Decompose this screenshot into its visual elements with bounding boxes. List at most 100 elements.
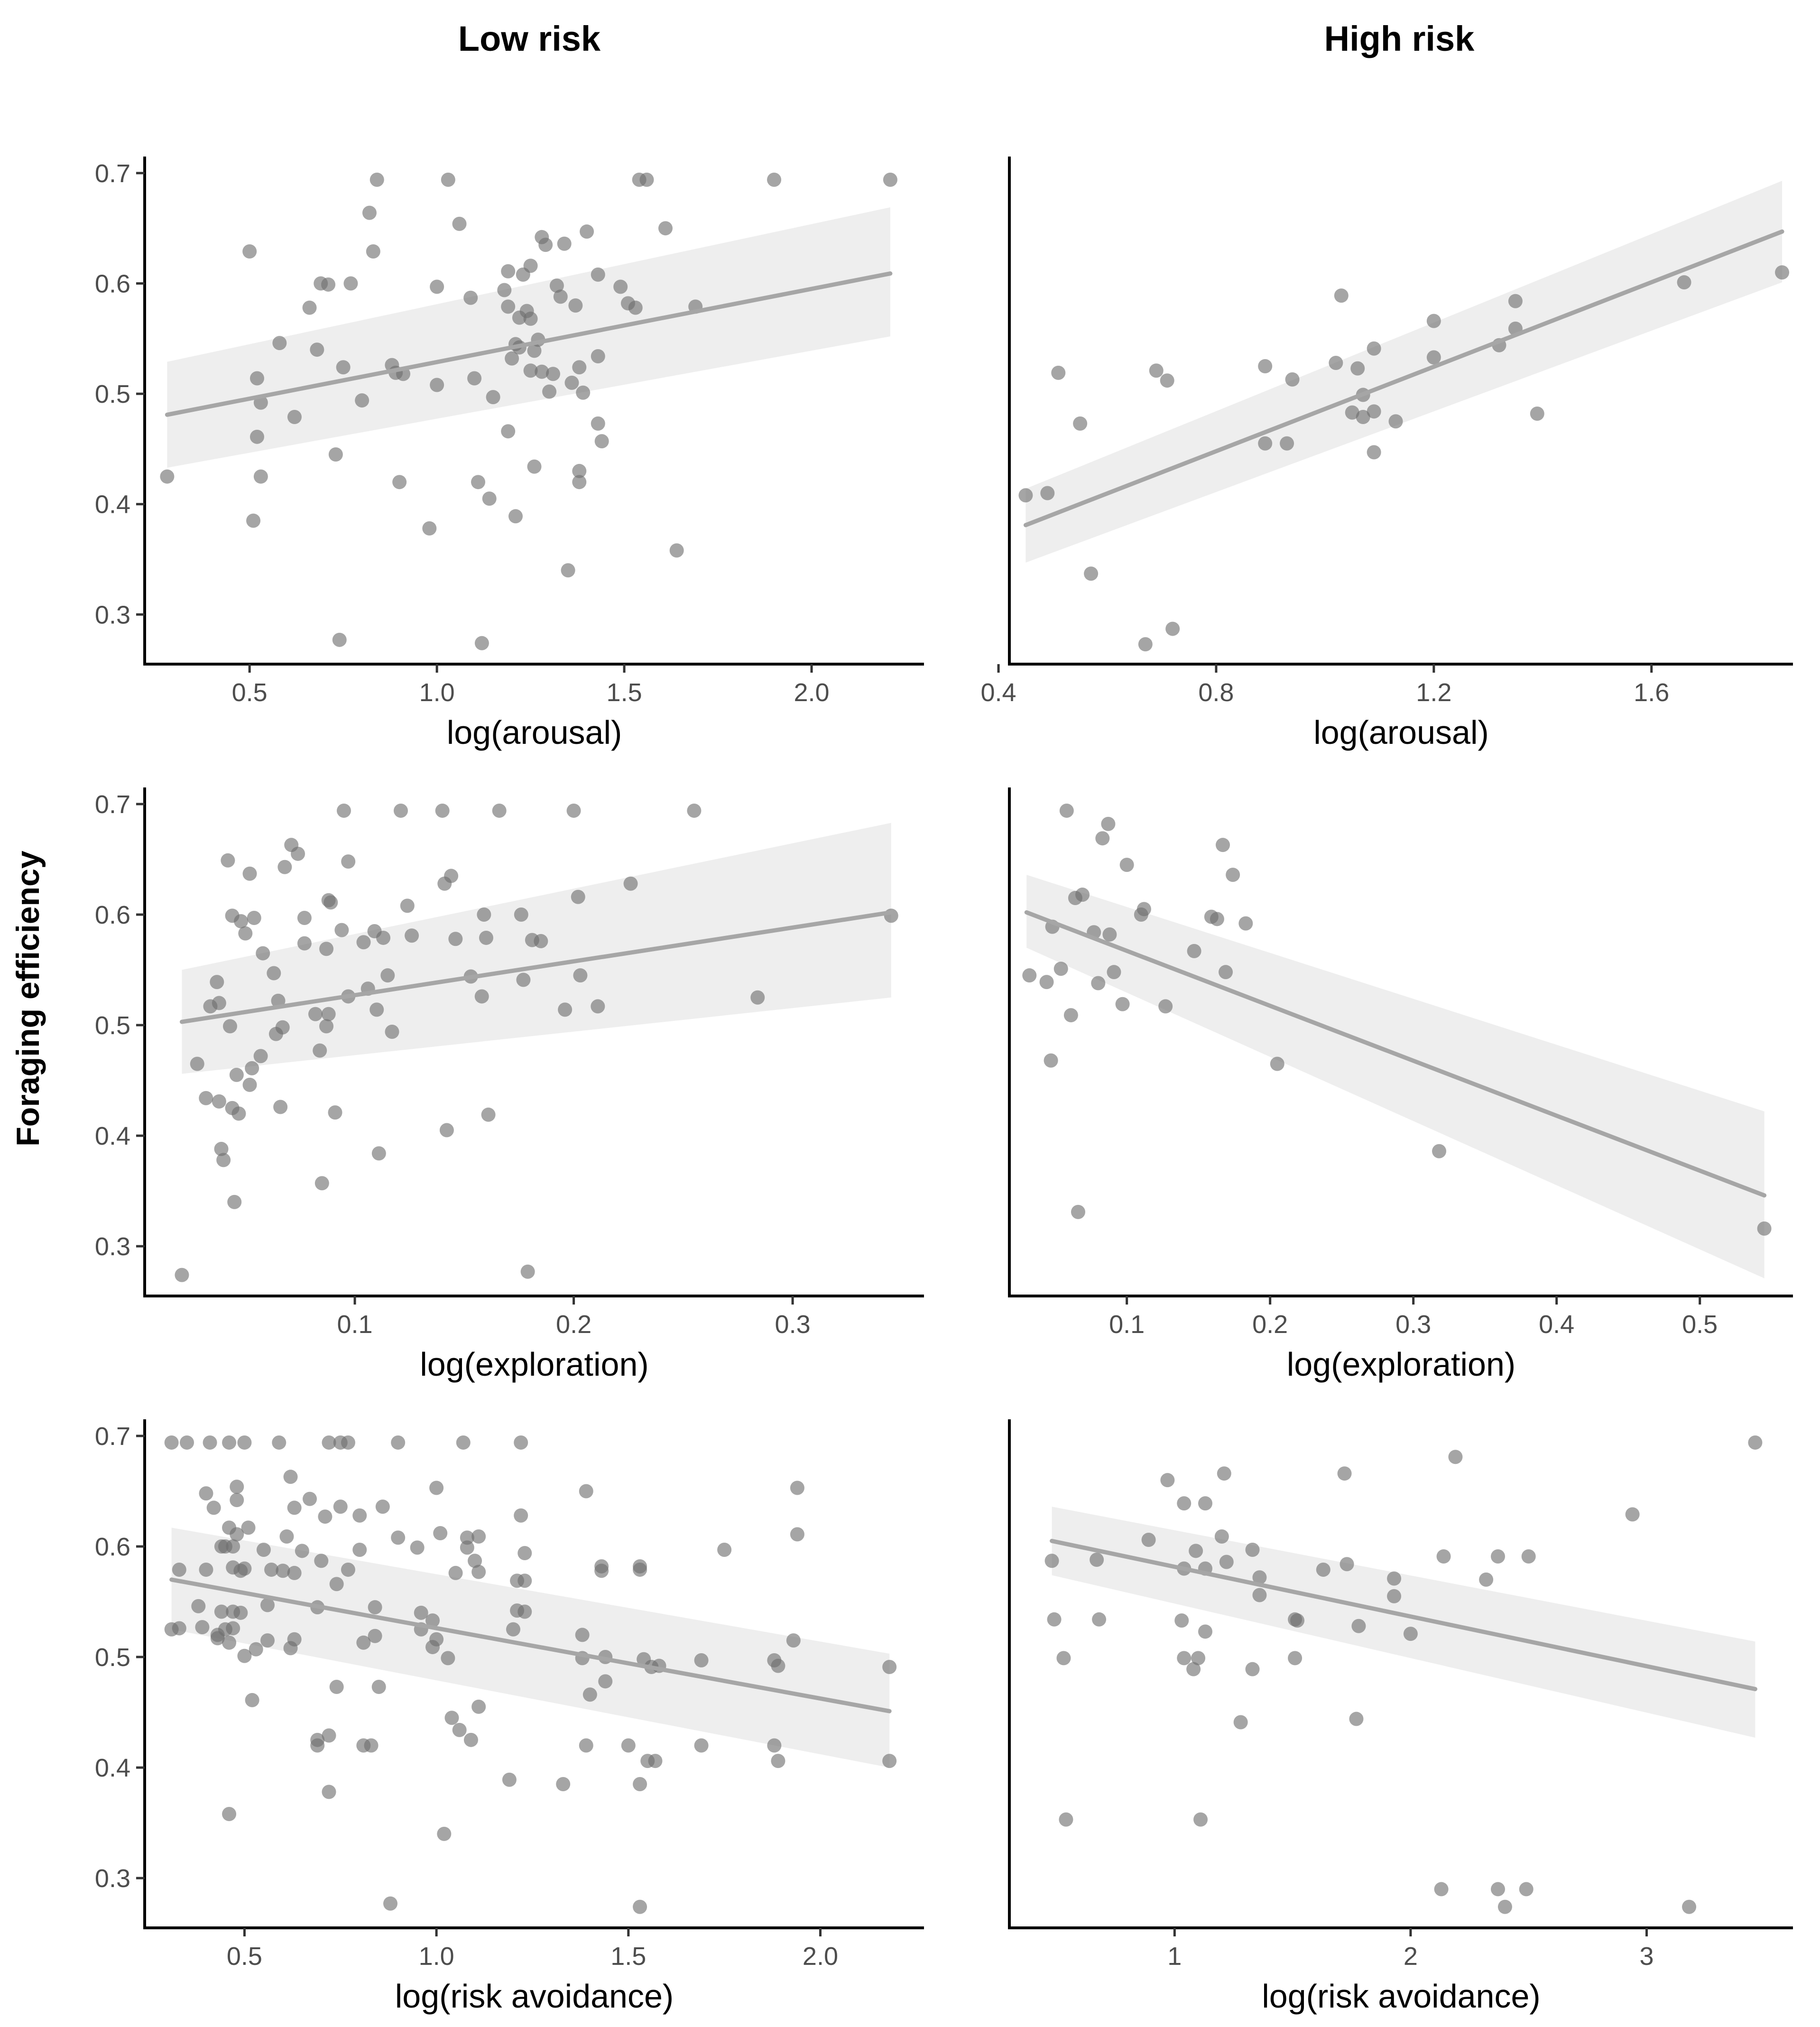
data-point bbox=[222, 1806, 237, 1821]
data-point bbox=[222, 1435, 237, 1450]
x-tick-label: 1 bbox=[1167, 1942, 1182, 1971]
data-point bbox=[882, 1754, 897, 1768]
data-point bbox=[302, 300, 317, 315]
data-point bbox=[195, 1620, 210, 1635]
y-tick-label: 0.4 bbox=[95, 1754, 130, 1782]
data-point bbox=[790, 1481, 804, 1495]
data-point bbox=[297, 910, 312, 925]
data-point bbox=[380, 968, 395, 983]
data-point bbox=[501, 424, 516, 439]
data-point bbox=[246, 513, 261, 528]
data-point bbox=[648, 1754, 663, 1768]
data-point bbox=[256, 1542, 271, 1557]
data-point bbox=[564, 375, 579, 390]
data-point bbox=[1174, 1613, 1189, 1628]
y-tick-label: 0.7 bbox=[95, 790, 130, 819]
data-point bbox=[308, 1007, 323, 1021]
data-point bbox=[1521, 1549, 1536, 1564]
data-point bbox=[287, 409, 302, 424]
confidence-band bbox=[171, 1527, 890, 1768]
data-point bbox=[591, 349, 605, 364]
x-tick-label: 0.4 bbox=[981, 678, 1016, 707]
data-point bbox=[212, 1094, 226, 1109]
data-point bbox=[1288, 1651, 1303, 1666]
data-point bbox=[576, 385, 591, 400]
data-point bbox=[1757, 1221, 1772, 1236]
data-point bbox=[1367, 404, 1381, 419]
data-point bbox=[1682, 1899, 1697, 1914]
data-point bbox=[1044, 1554, 1059, 1568]
data-point bbox=[516, 972, 531, 987]
panel-high-risk-avoidance: 1 2 3 log(risk avoidance) bbox=[1008, 1419, 1793, 2015]
data-point bbox=[639, 172, 654, 187]
data-point bbox=[362, 205, 377, 220]
data-point bbox=[199, 1562, 213, 1577]
data-point bbox=[1101, 816, 1116, 831]
data-point bbox=[1349, 1712, 1364, 1726]
data-point bbox=[366, 244, 380, 259]
data-point bbox=[572, 360, 587, 375]
data-point bbox=[370, 172, 384, 187]
data-point bbox=[1334, 288, 1349, 303]
data-point bbox=[1387, 1589, 1402, 1603]
data-point bbox=[497, 283, 512, 297]
data-point bbox=[352, 1508, 367, 1523]
y-tick-label: 0.4 bbox=[95, 1122, 130, 1150]
data-point bbox=[553, 289, 568, 304]
data-point bbox=[212, 996, 226, 1010]
data-point bbox=[297, 936, 312, 951]
y-tick-label: 0.3 bbox=[95, 601, 130, 629]
data-point bbox=[383, 1896, 397, 1911]
data-point bbox=[441, 172, 455, 187]
data-point bbox=[238, 926, 253, 941]
x-tick-label: 0.3 bbox=[775, 1310, 811, 1339]
data-point bbox=[1217, 1466, 1231, 1481]
data-point bbox=[291, 846, 305, 861]
data-point bbox=[1215, 838, 1230, 852]
data-point bbox=[234, 914, 249, 928]
data-point bbox=[790, 1527, 804, 1542]
data-point bbox=[375, 1499, 390, 1514]
data-point bbox=[1138, 637, 1153, 652]
data-point bbox=[414, 1605, 428, 1620]
data-point bbox=[514, 1435, 528, 1450]
data-point bbox=[501, 299, 516, 314]
data-point bbox=[295, 1544, 309, 1558]
data-point bbox=[1141, 1533, 1156, 1547]
data-point bbox=[322, 1785, 336, 1799]
x-tick-label: 2.0 bbox=[803, 1942, 838, 1971]
data-point bbox=[319, 1019, 334, 1034]
data-point bbox=[435, 803, 450, 818]
data-point bbox=[1160, 1473, 1175, 1488]
data-point bbox=[633, 1777, 647, 1792]
x-tick-label: 0.1 bbox=[1109, 1310, 1145, 1339]
data-point bbox=[422, 521, 437, 536]
regression-line bbox=[179, 910, 894, 1024]
data-point bbox=[558, 1002, 573, 1017]
data-point bbox=[273, 1100, 288, 1114]
data-point bbox=[1351, 1619, 1366, 1633]
data-point bbox=[392, 475, 407, 490]
data-point bbox=[1252, 1588, 1267, 1602]
data-points bbox=[1018, 265, 1790, 652]
data-point bbox=[277, 860, 292, 874]
data-point bbox=[1189, 1544, 1203, 1558]
data-point bbox=[463, 1732, 478, 1747]
data-point bbox=[1252, 1570, 1267, 1585]
data-point bbox=[1677, 275, 1691, 290]
data-point bbox=[717, 1542, 732, 1557]
data-point bbox=[1136, 902, 1151, 916]
data-point bbox=[1084, 566, 1099, 581]
data-points bbox=[175, 803, 898, 1282]
data-point bbox=[368, 1629, 382, 1643]
data-point bbox=[1198, 1496, 1212, 1511]
x-tick-label: 0.1 bbox=[337, 1310, 373, 1339]
data-point bbox=[771, 1754, 785, 1768]
data-point bbox=[1039, 975, 1054, 990]
x-tick-label: 2.0 bbox=[794, 678, 829, 707]
data-point bbox=[336, 360, 351, 375]
data-point bbox=[237, 1435, 252, 1450]
data-point bbox=[1160, 373, 1174, 388]
data-point bbox=[471, 475, 486, 490]
data-point bbox=[214, 1142, 229, 1157]
